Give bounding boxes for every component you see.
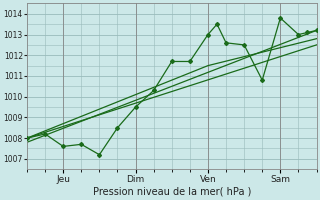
X-axis label: Pression niveau de la mer( hPa ): Pression niveau de la mer( hPa )	[92, 187, 251, 197]
